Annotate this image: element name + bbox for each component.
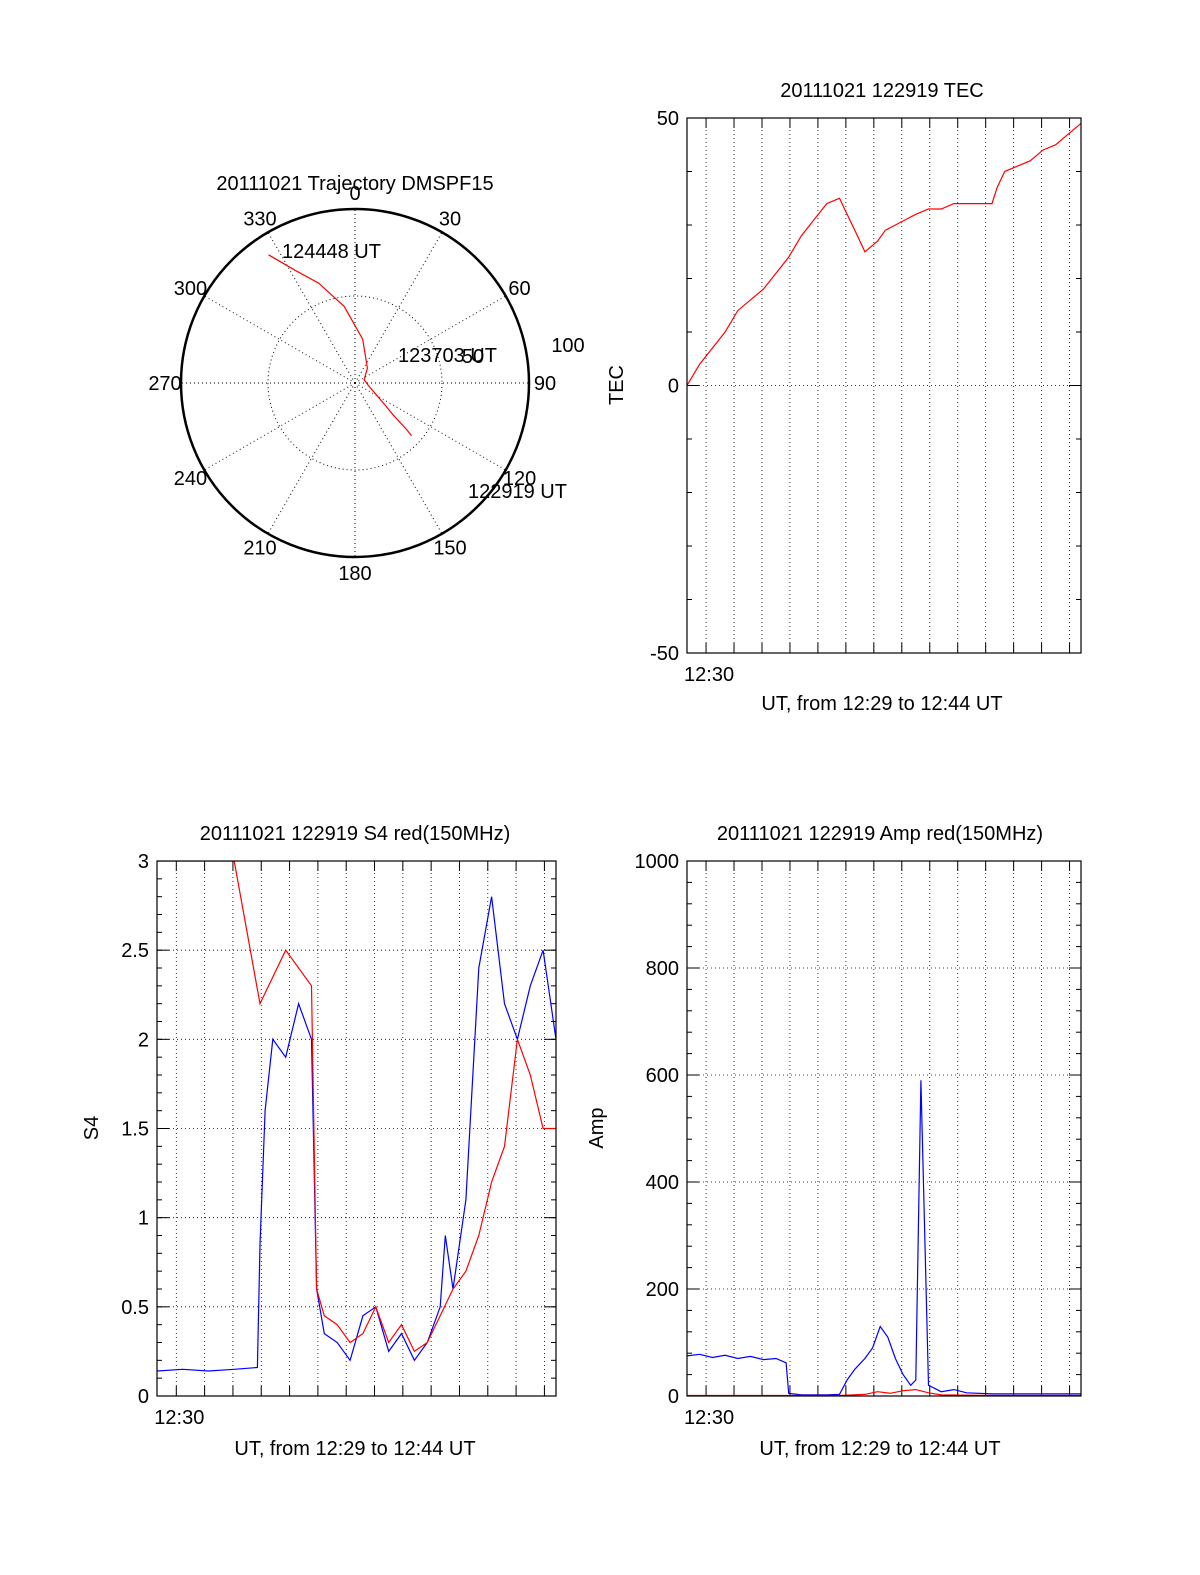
tec-series-red — [687, 122, 1081, 386]
amp-ytick-label: 1000 — [635, 851, 680, 873]
polar-trajectory-line — [268, 254, 413, 437]
s4-xtick-label: 12:30 — [154, 1407, 204, 1429]
polar-spoke — [267, 382, 356, 534]
s4-ytick-label: 3 — [138, 851, 149, 873]
s4-frame — [156, 860, 557, 1397]
polar-title: 20111021 Trajectory DMSPF15 — [216, 173, 493, 195]
polar-angle-label: 240 — [174, 468, 207, 490]
amp-ytick-label: 0 — [668, 1386, 679, 1408]
polar-time-annotation: 123703 UT — [398, 345, 497, 367]
amp-series-blue — [687, 1080, 1081, 1396]
s4-title: 20111021 122919 S4 red(150MHz) — [200, 823, 511, 845]
tec-frame — [686, 117, 1082, 654]
polar-trajectory-chart: 20111021 Trajectory DMSPF15 0 30 60 90 120 15… — [148, 173, 584, 585]
polar-spoke — [354, 382, 443, 534]
amp-ytick-label: 400 — [646, 1172, 679, 1194]
polar-angle-label: 270 — [148, 373, 181, 395]
polar-angle-label: 0 — [349, 183, 360, 205]
polar-spoke — [267, 232, 356, 384]
amp-xlabel: UT, from 12:29 to 12:44 UT — [759, 1438, 1000, 1460]
polar-spoke — [354, 382, 506, 471]
polar-angle-label: 60 — [508, 278, 530, 300]
polar-spoke — [354, 295, 506, 384]
s4-ytick-label: 1.5 — [121, 1119, 149, 1141]
tec-ytick-label: 50 — [657, 108, 679, 130]
s4-ytick-label: 2.5 — [121, 940, 149, 962]
tec-xlabel: UT, from 12:29 to 12:44 UT — [761, 693, 1002, 715]
amp-ytick-label: 800 — [646, 958, 679, 980]
polar-spoke — [354, 232, 443, 384]
s4-ytick-label: 0 — [138, 1386, 149, 1408]
amp-ytick-label: 600 — [646, 1065, 679, 1087]
polar-angle-label: 210 — [243, 538, 276, 560]
polar-radial-label: 100 — [551, 335, 584, 357]
s4-chart: 20111021 122919 S4 red(150MHz) UT, from … — [81, 823, 557, 1460]
tec-chart: 20111021 122919 TEC UT, from 12:29 to 12… — [606, 80, 1082, 715]
polar-angle-label: 330 — [243, 208, 276, 230]
amp-xtick-label: 12:30 — [684, 1407, 734, 1429]
amp-ylabel: Amp — [586, 1107, 608, 1148]
tec-title: 20111021 122919 TEC — [780, 80, 984, 102]
s4-xlabel: UT, from 12:29 to 12:44 UT — [234, 1438, 475, 1460]
polar-inner-ring — [267, 295, 443, 471]
polar-spoke — [204, 382, 356, 471]
tec-ytick-label: 0 — [668, 376, 679, 398]
tec-ylabel: TEC — [606, 365, 628, 405]
polar-angle-label: 30 — [439, 208, 461, 230]
amp-title: 20111021 122919 Amp red(150MHz) — [717, 823, 1043, 845]
polar-angle-label: 150 — [433, 538, 466, 560]
s4-ytick-label: 0.5 — [121, 1297, 149, 1319]
tec-xtick-label: 12:30 — [684, 664, 734, 686]
polar-angle-label: 120 — [503, 468, 536, 490]
polar-time-annotation: 122919 UT — [468, 481, 567, 503]
polar-angle-label: 300 — [174, 278, 207, 300]
amp-series-red — [687, 1388, 1081, 1396]
polar-angle-label: 180 — [338, 563, 371, 585]
polar-angle-label: 90 — [534, 373, 556, 395]
polar-time-annotation: 124448 UT — [282, 241, 381, 263]
polar-outer-ring — [179, 207, 531, 559]
s4-series-red — [157, 861, 556, 1353]
tec-ytick-label: -50 — [650, 643, 679, 665]
amp-frame — [686, 860, 1082, 1397]
amp-chart: 20111021 122919 Amp red(150MHz) UT, from… — [586, 823, 1082, 1460]
s4-ytick-label: 1 — [138, 1208, 149, 1230]
s4-ytick-label: 2 — [138, 1029, 149, 1051]
polar-spoke — [204, 295, 356, 384]
amp-ytick-label: 200 — [646, 1279, 679, 1301]
s4-series-blue — [157, 896, 556, 1372]
polar-radial-label: 50 — [462, 346, 484, 368]
s4-ylabel: S4 — [81, 1116, 103, 1140]
